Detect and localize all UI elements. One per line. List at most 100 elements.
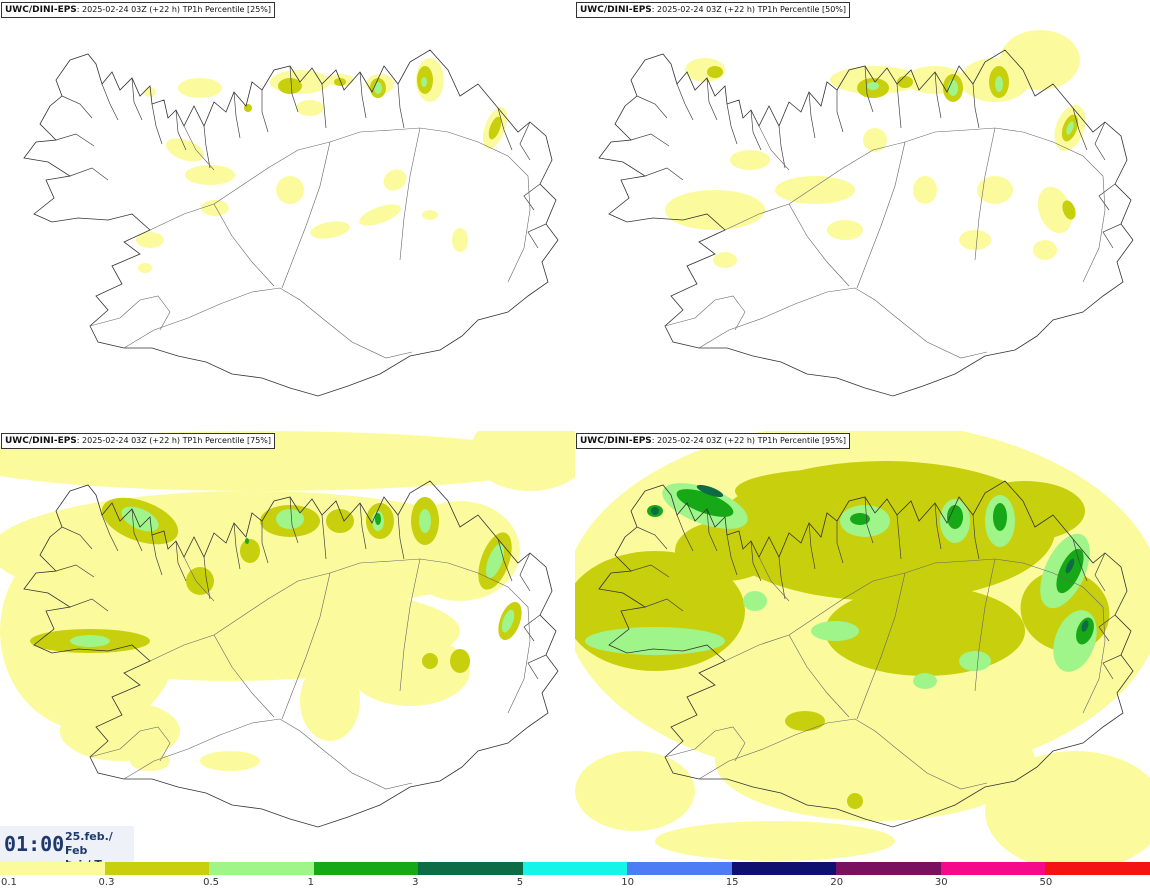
fjord-outline [896, 514, 902, 560]
fjord-outline [321, 83, 327, 129]
fjord-outline [61, 526, 93, 550]
fjord-outline [261, 90, 269, 133]
precip-area [165, 138, 205, 162]
colorbar-swatch [0, 862, 106, 875]
precip-area [847, 793, 863, 809]
precip-area [201, 200, 229, 216]
colorbar-label: 0.1 [1, 877, 17, 888]
precip-area [501, 609, 515, 633]
road-line [89, 295, 171, 331]
fjord-outline [630, 133, 670, 147]
colorbar-swatch [418, 862, 524, 875]
iceland-map-p50 [598, 30, 1134, 397]
fjord-outline [359, 71, 367, 119]
fjord-outline [289, 496, 299, 544]
precip-area [715, 701, 1035, 821]
road-line [213, 203, 275, 287]
fjord-outline [836, 90, 844, 133]
precip-area [651, 507, 659, 515]
precip-area [359, 204, 401, 226]
precip-area [138, 263, 152, 273]
precip-area [959, 230, 991, 250]
precip-area [422, 210, 438, 220]
fjord-outline [896, 83, 902, 129]
fjord-outline [519, 552, 531, 592]
precip-area [977, 176, 1013, 204]
colorbar-swatch [1045, 862, 1150, 875]
colorbar-swatch [731, 862, 837, 875]
precip-area [959, 651, 991, 671]
precip-area [743, 591, 767, 611]
fjord-outline [151, 103, 163, 145]
precip-area [350, 636, 470, 706]
fjord-outline [497, 107, 513, 151]
fjord-outline [726, 534, 738, 576]
precip-area [897, 76, 913, 88]
road-line [183, 556, 215, 602]
panel-title: UWC/DINI-EPS: 2025-02-24 03Z (+22 h) TP1… [576, 433, 851, 449]
fjord-outline [175, 540, 187, 582]
precip-area [1065, 558, 1075, 574]
map-panel-p25: UWC/DINI-EPS: 2025-02-24 03Z (+22 h) TP1… [0, 0, 575, 431]
fjord-outline [778, 125, 786, 169]
valid-time: 01:00 [4, 832, 65, 856]
road-line [281, 572, 331, 720]
precip-area [1037, 186, 1073, 234]
road-line [758, 125, 790, 171]
fjord-outline [289, 65, 299, 113]
road-line [698, 287, 988, 359]
road-line [698, 718, 988, 790]
road-line [724, 127, 1106, 283]
precip-area [240, 539, 260, 563]
precip-area [375, 513, 381, 525]
road-line [974, 127, 996, 261]
colorbar-label: 10 [621, 877, 634, 888]
precip-area [696, 484, 724, 498]
precip-area [1000, 30, 1080, 90]
coastline [23, 49, 559, 397]
road-line [399, 558, 421, 692]
colorbar-swatch [313, 862, 419, 875]
precip-area [850, 513, 870, 525]
precip-area [811, 621, 859, 641]
precip-area [575, 751, 695, 831]
road-line [788, 203, 850, 287]
fjord-outline [1098, 614, 1116, 642]
colorbar-label: 3 [412, 877, 419, 888]
precip-area [713, 252, 737, 268]
fjord-outline [630, 564, 670, 578]
colorbar-swatch [209, 862, 315, 875]
road-line [89, 726, 171, 762]
fjord-outline [203, 125, 211, 169]
precip-area [1081, 620, 1089, 632]
precip-area [245, 538, 249, 544]
fjord-outline [55, 564, 95, 578]
colorbar-swatch [940, 862, 1046, 875]
colorbar-label: 0.3 [98, 877, 115, 888]
precip-area [276, 176, 304, 204]
map-panel-p95: UWC/DINI-EPS: 2025-02-24 03Z (+22 h) TP1… [575, 431, 1150, 862]
precip-area [863, 128, 887, 152]
panel-title: UWC/DINI-EPS: 2025-02-24 03Z (+22 h) TP1… [1, 2, 276, 18]
precip-area [985, 751, 1150, 862]
road-line [149, 558, 531, 714]
fjord-outline [1094, 552, 1106, 592]
precip-area [947, 505, 963, 529]
precip-area [993, 503, 1007, 531]
road-line [281, 141, 331, 289]
fjord-outline [1072, 107, 1088, 151]
precip-area [326, 509, 354, 533]
fjord-outline [1094, 121, 1106, 161]
fjord-outline [261, 521, 269, 564]
fjord-outline [131, 77, 143, 121]
road-line [664, 295, 746, 331]
panel-title: UWC/DINI-EPS: 2025-02-24 03Z (+22 h) TP1… [1, 433, 276, 449]
road-line [399, 127, 421, 261]
valid-date-line: 25.feb./ Feb [65, 830, 113, 857]
precip-area [419, 509, 431, 533]
precip-area [310, 221, 350, 239]
precip-area [383, 169, 407, 191]
precip-area [136, 232, 164, 248]
precip-area [452, 228, 468, 252]
fjord-outline [233, 522, 241, 570]
